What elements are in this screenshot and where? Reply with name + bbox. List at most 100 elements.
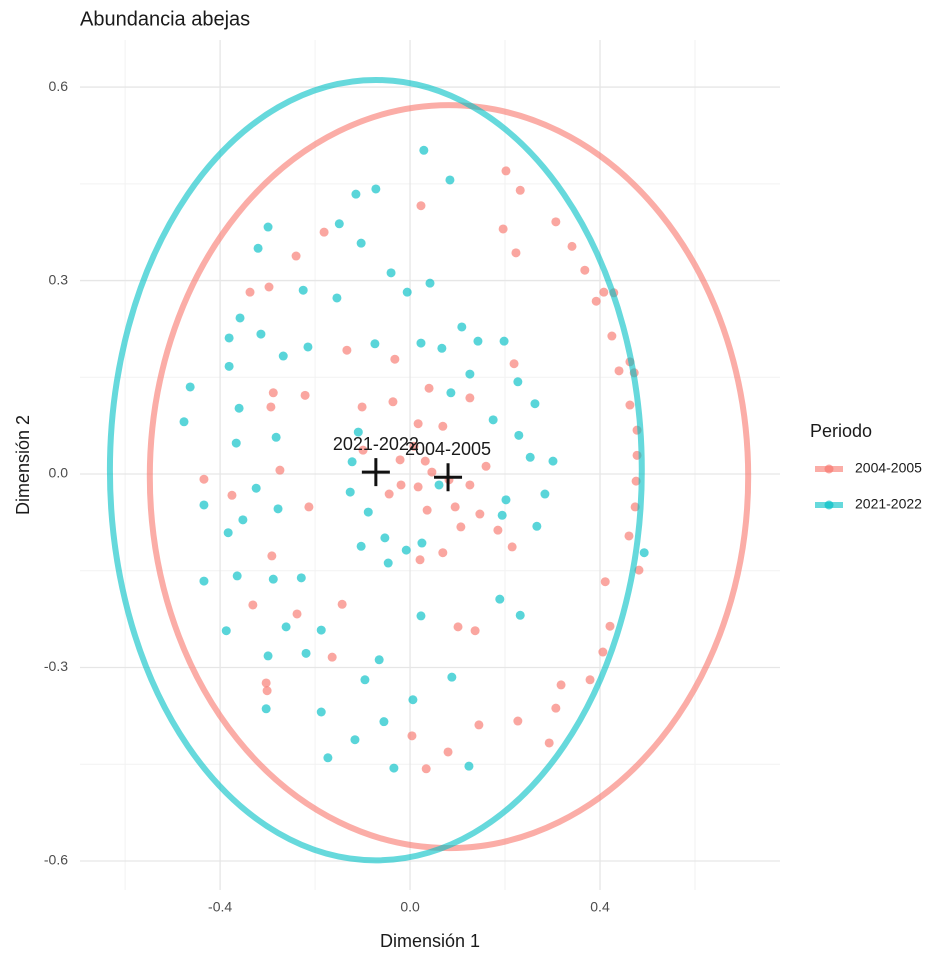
point bbox=[332, 293, 342, 303]
point bbox=[421, 764, 431, 774]
x-tick-label: 0.4 bbox=[590, 899, 610, 915]
point bbox=[245, 287, 255, 297]
point bbox=[465, 369, 475, 379]
point bbox=[384, 489, 394, 499]
point bbox=[607, 331, 617, 341]
point bbox=[515, 610, 525, 620]
centroid-label: 2004-2005 bbox=[405, 439, 491, 459]
point bbox=[316, 707, 326, 717]
point bbox=[380, 533, 390, 543]
y-tick-label: 0.6 bbox=[49, 78, 69, 94]
point bbox=[408, 695, 418, 705]
point bbox=[370, 339, 380, 349]
centroid-label: 2021-2022 bbox=[333, 434, 419, 454]
point bbox=[396, 480, 406, 490]
point bbox=[267, 551, 277, 561]
point bbox=[300, 390, 310, 400]
point bbox=[605, 621, 615, 631]
point bbox=[264, 282, 274, 292]
point bbox=[296, 573, 306, 583]
point bbox=[342, 345, 352, 355]
point bbox=[456, 522, 466, 532]
point bbox=[580, 265, 590, 275]
point bbox=[493, 525, 503, 535]
point bbox=[416, 338, 426, 348]
point bbox=[185, 382, 195, 392]
y-tick-label: -0.6 bbox=[44, 852, 68, 868]
point bbox=[263, 222, 273, 232]
point bbox=[501, 166, 511, 176]
point bbox=[407, 731, 417, 741]
point bbox=[390, 354, 400, 364]
point bbox=[371, 184, 381, 194]
point bbox=[323, 753, 333, 763]
point bbox=[327, 652, 337, 662]
point bbox=[614, 366, 624, 376]
ellipse bbox=[106, 76, 645, 864]
point bbox=[630, 502, 640, 512]
x-axis-title: Dimensión 1 bbox=[380, 931, 480, 951]
point bbox=[199, 474, 209, 484]
point bbox=[291, 251, 301, 261]
point bbox=[231, 438, 241, 448]
point bbox=[507, 542, 517, 552]
point bbox=[525, 452, 535, 462]
point bbox=[501, 495, 511, 505]
point bbox=[551, 217, 561, 227]
point bbox=[224, 333, 234, 343]
point bbox=[360, 675, 370, 685]
legend-point bbox=[824, 464, 834, 474]
point bbox=[232, 571, 242, 581]
point bbox=[266, 402, 276, 412]
point bbox=[464, 761, 474, 771]
point bbox=[395, 455, 405, 465]
point bbox=[465, 393, 475, 403]
point bbox=[388, 397, 398, 407]
point bbox=[499, 336, 509, 346]
point bbox=[474, 720, 484, 730]
point bbox=[261, 678, 271, 688]
point bbox=[419, 145, 429, 155]
point bbox=[475, 509, 485, 519]
point bbox=[513, 377, 523, 387]
point bbox=[389, 763, 399, 773]
point bbox=[251, 483, 261, 493]
point bbox=[253, 243, 263, 253]
legend-label: 2004-2005 bbox=[855, 460, 922, 476]
point bbox=[427, 467, 437, 477]
chart-title: Abundancia abejas bbox=[80, 8, 250, 30]
point bbox=[379, 717, 389, 727]
point bbox=[304, 502, 314, 512]
point bbox=[357, 402, 367, 412]
point bbox=[415, 555, 425, 565]
point bbox=[598, 647, 608, 657]
point bbox=[358, 445, 368, 455]
point bbox=[350, 735, 360, 745]
point bbox=[383, 558, 393, 568]
point bbox=[567, 241, 577, 251]
point bbox=[625, 400, 635, 410]
point bbox=[591, 296, 601, 306]
point bbox=[301, 648, 311, 658]
point bbox=[511, 248, 521, 258]
point bbox=[227, 490, 237, 500]
point bbox=[416, 611, 426, 621]
point bbox=[278, 351, 288, 361]
point bbox=[437, 343, 447, 353]
point bbox=[509, 359, 519, 369]
point bbox=[532, 521, 542, 531]
point bbox=[495, 594, 505, 604]
point bbox=[514, 430, 524, 440]
point bbox=[530, 399, 540, 409]
point bbox=[363, 507, 373, 517]
y-tick-label: 0.3 bbox=[49, 271, 69, 287]
point bbox=[351, 189, 361, 199]
legend-point bbox=[824, 500, 834, 510]
point bbox=[179, 417, 189, 427]
point bbox=[263, 651, 273, 661]
centroid bbox=[434, 463, 463, 492]
point bbox=[268, 388, 278, 398]
point bbox=[224, 361, 234, 371]
point bbox=[599, 287, 609, 297]
point bbox=[488, 415, 498, 425]
